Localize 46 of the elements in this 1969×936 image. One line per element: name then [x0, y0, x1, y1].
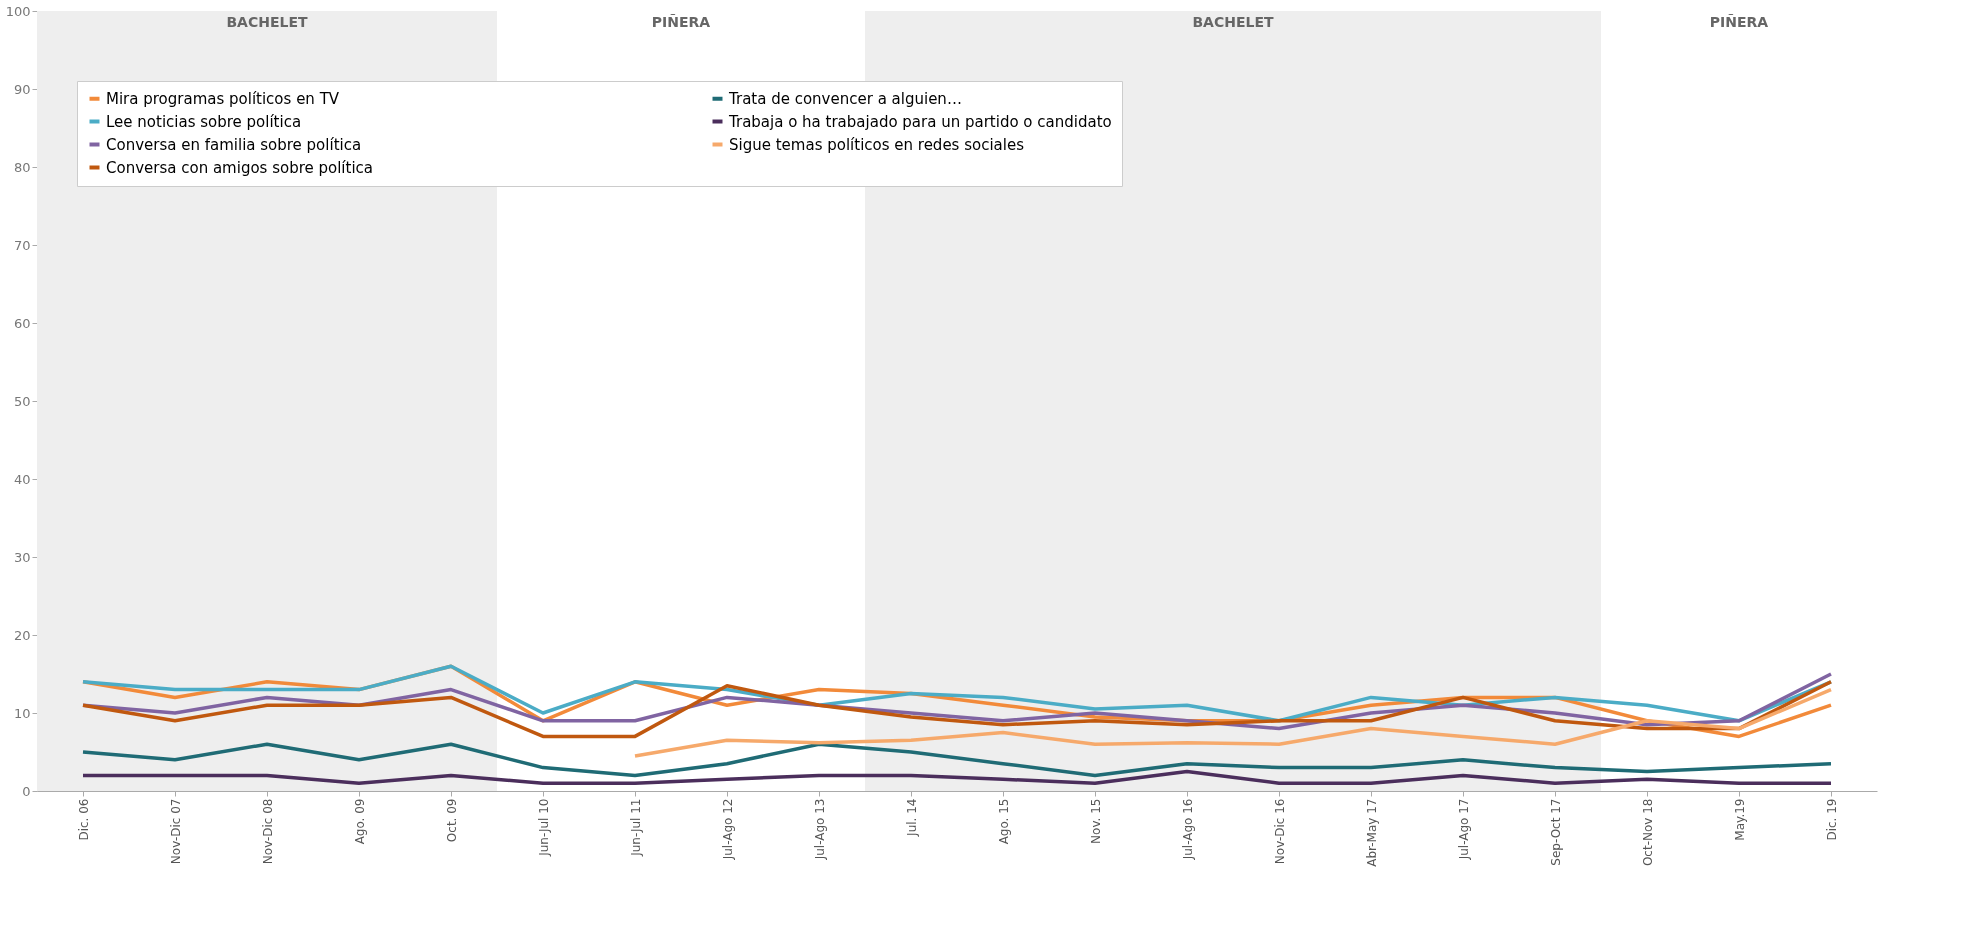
x-tick-label: Jun-Jul 11: [628, 798, 643, 857]
x-tick-label: Dic. 06: [76, 798, 91, 841]
line-series: [81, 742, 1833, 778]
y-tick-label: 80: [13, 159, 31, 175]
line-series: [81, 769, 1833, 785]
band-label: BACHELET: [1192, 14, 1274, 30]
band-label: BACHELET: [226, 14, 308, 30]
x-tick-label: Jul-Ago 17: [1456, 798, 1471, 861]
y-tick-label: 20: [13, 627, 31, 643]
line-series: [81, 680, 1833, 739]
x-tick-label: Dic. 19: [1824, 798, 1839, 841]
y-tick-label: 90: [13, 81, 31, 97]
line-series: [633, 687, 1833, 758]
annotation: PIÑERA: [651, 14, 711, 30]
annotation: PIÑERA: [1709, 14, 1769, 30]
y-tick-label: 30: [13, 549, 31, 565]
y-tick-label: 50: [13, 393, 31, 409]
x-tick-label: Oct-Nov 18: [1640, 798, 1655, 867]
x-tick-label: Jul-Ago 12: [720, 798, 735, 861]
legend-label: Conversa en familia sobre política: [106, 135, 362, 154]
x-tick-label: Nov-Dic 16: [1272, 798, 1287, 865]
legend-label: Conversa con amigos sobre política: [106, 158, 374, 177]
x-tick-label: Abr-May 17: [1364, 798, 1379, 867]
legend-label: Trata de convencer a alguien…: [728, 89, 962, 108]
x-tick-label: Jun-Jul 10: [536, 798, 551, 857]
y-tick-label: 60: [13, 315, 31, 331]
x-tick-label: Jul-Ago 16: [1180, 798, 1195, 861]
x-tick-label: May.19: [1732, 798, 1747, 841]
y-tick-label: 70: [13, 237, 31, 253]
x-tick-label: Oct. 09: [444, 798, 459, 843]
y-tick-label: 10: [13, 705, 31, 721]
y-tick-label: 0: [22, 783, 31, 799]
x-tick-label: Nov. 15: [1088, 798, 1103, 844]
x-tick-label: Nov-Dic 07: [168, 798, 183, 865]
legend-label: Mira programas políticos en TV: [106, 89, 340, 108]
y-tick-label: 100: [5, 3, 31, 19]
legend-label: Lee noticias sobre política: [106, 112, 302, 131]
x-tick-label: Jul. 14: [904, 798, 919, 837]
x-tick-label: Ago. 15: [996, 798, 1011, 845]
legend-label: Sigue temas políticos en redes sociales: [729, 135, 1025, 154]
x-tick-label: Ago. 09: [352, 798, 367, 845]
x-tick-label: Sep-Oct 17: [1548, 798, 1563, 866]
x-tick-label: Jul-Ago 13: [812, 798, 827, 861]
y-tick-label: 40: [13, 471, 31, 487]
legend-label: Trabaja o ha trabajado para un partido o candidato: [728, 112, 1112, 131]
x-tick-label: Nov-Dic 08: [260, 798, 275, 865]
